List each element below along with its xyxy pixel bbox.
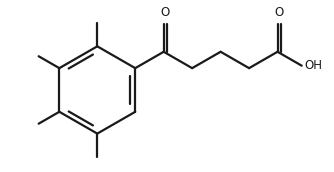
Text: OH: OH	[305, 59, 323, 72]
Text: O: O	[274, 6, 283, 19]
Text: O: O	[160, 6, 169, 19]
